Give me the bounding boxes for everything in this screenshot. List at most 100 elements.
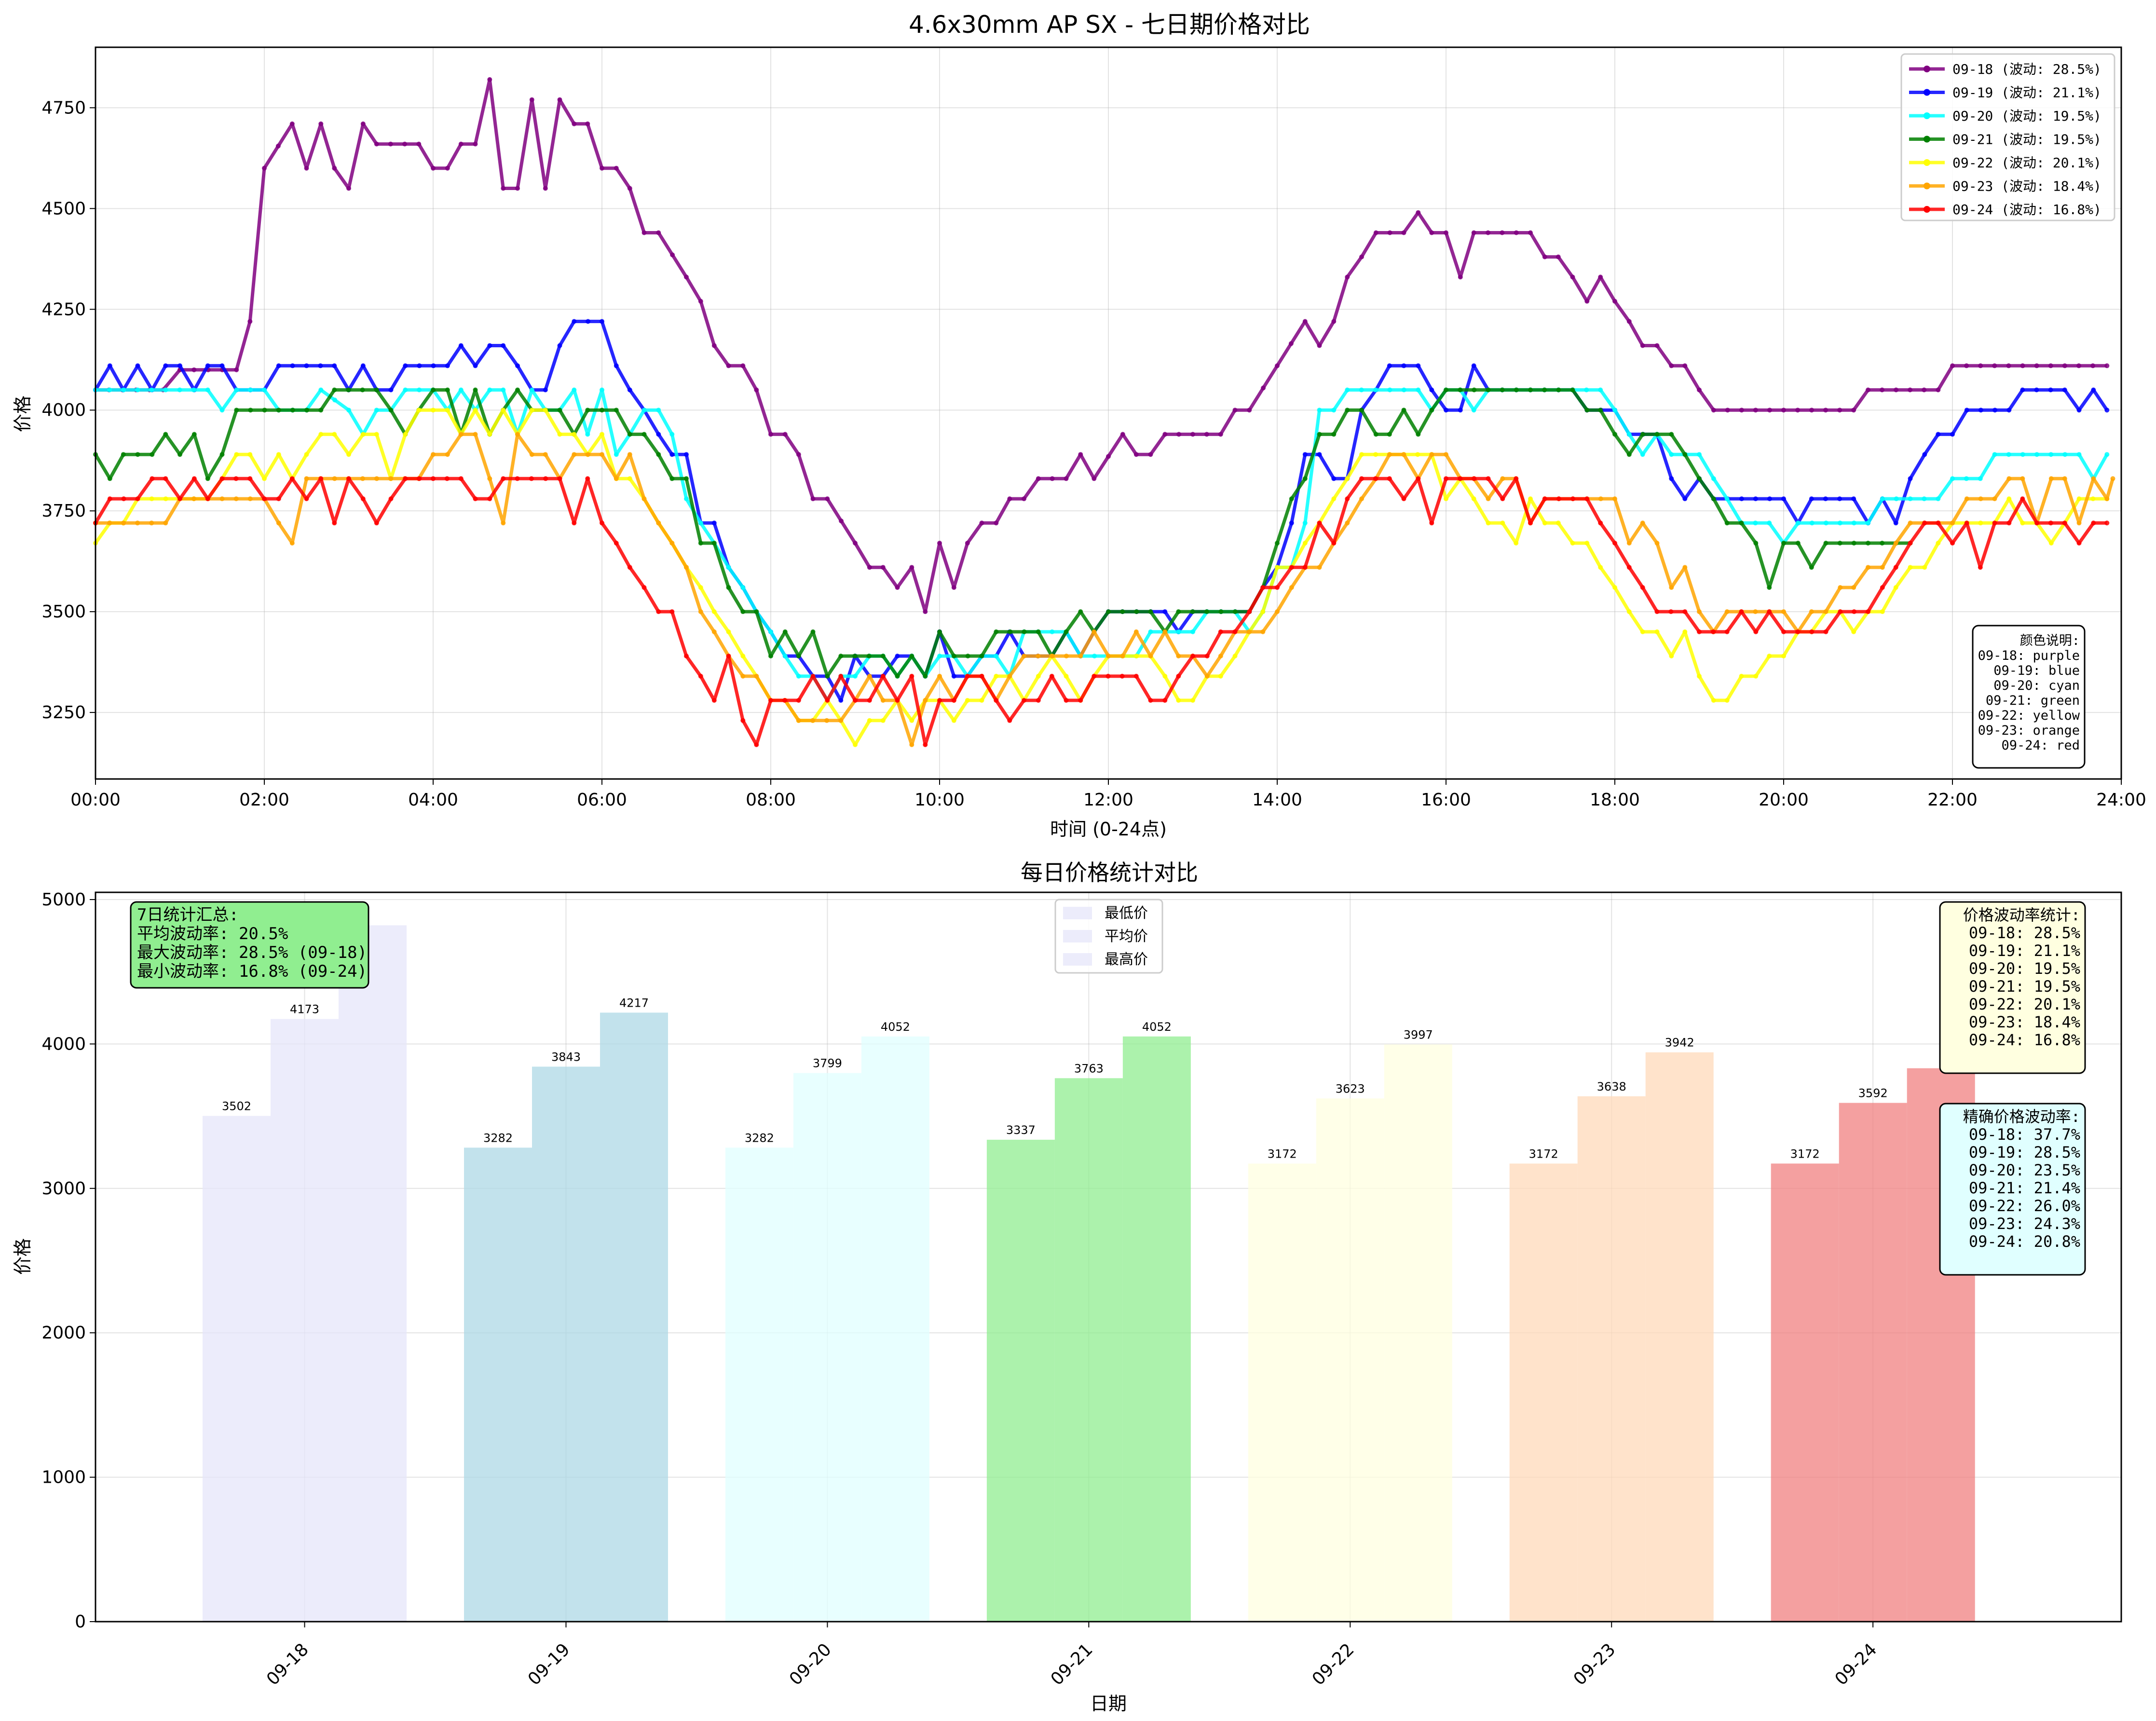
bar-平均价 bbox=[793, 1073, 861, 1622]
data-point bbox=[1218, 609, 1224, 615]
data-point bbox=[2076, 496, 2082, 502]
data-point bbox=[1978, 476, 1983, 481]
data-point bbox=[121, 520, 126, 526]
data-point bbox=[600, 387, 604, 393]
data-point bbox=[838, 673, 844, 679]
data-point bbox=[1964, 476, 1969, 481]
data-point bbox=[1626, 565, 1632, 570]
bar-最高价 bbox=[1122, 1036, 1191, 1622]
data-point bbox=[1823, 629, 1829, 634]
data-point bbox=[838, 654, 844, 659]
x-tick-label: 22:00 bbox=[1927, 790, 1978, 810]
data-point bbox=[1247, 609, 1252, 615]
data-point bbox=[205, 476, 210, 481]
data-point bbox=[2034, 387, 2039, 393]
data-point bbox=[951, 654, 956, 659]
data-point bbox=[979, 698, 984, 703]
data-point bbox=[1134, 654, 1139, 659]
data-point bbox=[107, 363, 112, 369]
data-point bbox=[641, 408, 647, 413]
data-point bbox=[979, 654, 984, 659]
data-point bbox=[149, 496, 154, 502]
data-point bbox=[614, 408, 619, 413]
data-point bbox=[1669, 654, 1674, 659]
line-chart-y-ticks: 3250 3500 3750 4000 4250 4500 4750 bbox=[41, 98, 96, 723]
data-point bbox=[487, 77, 492, 82]
data-point bbox=[726, 629, 731, 634]
data-point bbox=[374, 432, 379, 437]
precise-volatility-line: 09-21: 21.4% bbox=[1969, 1179, 2080, 1197]
data-point bbox=[416, 408, 422, 413]
data-point bbox=[951, 698, 956, 703]
data-point bbox=[1922, 387, 1927, 393]
data-point bbox=[1176, 629, 1181, 634]
data-point bbox=[1133, 452, 1139, 457]
data-point bbox=[1795, 629, 1801, 634]
data-point bbox=[880, 718, 886, 723]
data-point bbox=[768, 432, 773, 437]
data-point bbox=[290, 363, 295, 369]
data-point bbox=[895, 654, 900, 659]
data-point bbox=[515, 387, 520, 393]
y-tick-label: 3750 bbox=[41, 501, 86, 521]
data-point bbox=[1416, 387, 1421, 393]
bar-value-label: 3172 bbox=[1790, 1147, 1820, 1161]
data-point bbox=[1064, 654, 1069, 659]
data-point bbox=[740, 585, 746, 590]
data-point bbox=[205, 363, 210, 369]
volatility-stats-line: 09-19: 21.1% bbox=[1969, 942, 2080, 960]
data-point bbox=[1444, 408, 1448, 413]
data-point bbox=[965, 673, 970, 679]
data-point bbox=[810, 629, 816, 634]
data-point bbox=[150, 476, 155, 481]
data-point bbox=[627, 432, 632, 437]
data-point bbox=[1373, 432, 1378, 437]
data-point bbox=[1978, 565, 1983, 570]
data-point bbox=[1880, 387, 1885, 393]
data-point bbox=[2076, 363, 2081, 369]
data-point bbox=[1781, 654, 1786, 659]
data-point bbox=[1275, 585, 1280, 590]
data-point bbox=[1345, 408, 1350, 413]
data-point bbox=[1711, 496, 1716, 502]
data-point bbox=[304, 363, 309, 369]
data-point bbox=[388, 408, 394, 413]
data-point bbox=[1753, 520, 1758, 526]
color-note-line: 09-19: blue bbox=[1993, 663, 2080, 678]
data-point bbox=[796, 452, 801, 457]
data-point bbox=[923, 673, 928, 679]
y-tick-label: 4250 bbox=[41, 300, 86, 319]
x-tick-label: 02:00 bbox=[239, 790, 289, 810]
data-point bbox=[1260, 585, 1266, 590]
data-point bbox=[1387, 476, 1392, 481]
data-point bbox=[1612, 299, 1617, 304]
data-point bbox=[1302, 541, 1308, 546]
data-point bbox=[1444, 452, 1448, 457]
data-point bbox=[1724, 520, 1730, 526]
data-point bbox=[1345, 274, 1350, 280]
data-point bbox=[1739, 496, 1744, 502]
data-point bbox=[445, 165, 450, 171]
data-point bbox=[191, 432, 197, 437]
data-point bbox=[416, 141, 422, 147]
precise-volatility-box: 精确价格波动率: 09-18: 37.7% 09-19: 28.5% 09-20… bbox=[1939, 1103, 2086, 1276]
data-point bbox=[711, 343, 717, 348]
data-point bbox=[1866, 565, 1870, 570]
line-chart-legend-frame bbox=[1900, 53, 2115, 221]
data-point bbox=[1739, 673, 1744, 679]
data-point bbox=[318, 121, 324, 126]
bar-value-label: 3592 bbox=[1858, 1087, 1888, 1100]
data-point bbox=[782, 432, 788, 437]
data-point bbox=[1936, 520, 1941, 526]
data-point bbox=[698, 585, 703, 590]
bar-平均价 bbox=[1054, 1078, 1123, 1622]
data-point bbox=[1331, 541, 1337, 546]
data-point bbox=[1809, 408, 1815, 413]
color-note-line: 09-23: orange bbox=[1978, 723, 2080, 738]
data-point bbox=[360, 476, 365, 481]
data-point bbox=[1317, 565, 1322, 570]
data-point bbox=[1078, 698, 1083, 703]
data-point bbox=[1978, 520, 1983, 526]
line-chart-x-ticks: 00:00 02:00 04:00 06:00 08:00 10:00 12:00 14:00… bbox=[70, 779, 2146, 810]
data-point bbox=[219, 496, 225, 502]
